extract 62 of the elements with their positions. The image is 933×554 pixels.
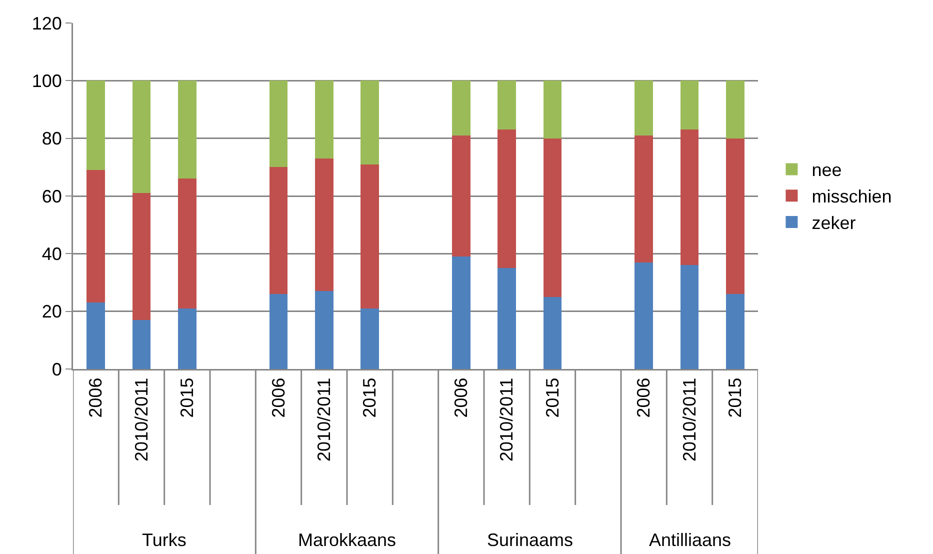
x-tick-label: 2010/2011 (314, 378, 334, 462)
bar (634, 80, 653, 136)
bar (543, 80, 562, 138)
bar (178, 178, 196, 308)
x-tick-label: 2006 (451, 378, 472, 418)
x-tick-label: 2015 (177, 378, 198, 418)
x-tick-label: 2015 (542, 378, 562, 418)
y-tick-label: 80 (42, 128, 62, 149)
bar (543, 296, 562, 369)
bar (132, 193, 151, 320)
bar (726, 138, 744, 294)
bar (543, 138, 562, 297)
bar (86, 170, 105, 303)
bar (452, 256, 470, 369)
text: Marokkaans (298, 530, 396, 550)
bar (269, 294, 288, 369)
bar (452, 80, 470, 136)
text: Turks (142, 530, 186, 550)
x-tick-label: 2010/2011 (131, 378, 152, 462)
text: Antilliaans (649, 530, 732, 550)
bar (86, 302, 105, 369)
bar (178, 308, 196, 369)
y-tick-label: 20 (42, 302, 62, 322)
x-tick-label: 2006 (86, 378, 106, 418)
x-tick-label: 2015 (360, 378, 380, 418)
bar (680, 265, 699, 369)
bar (86, 80, 105, 170)
y-tick-label: 40 (42, 244, 62, 264)
bar (132, 80, 151, 194)
y-tick-label: 60 (42, 186, 62, 206)
bar (634, 135, 653, 262)
bar (680, 80, 699, 130)
bar (498, 130, 516, 268)
bar (498, 268, 516, 369)
y-tick-label: 100 (32, 70, 62, 91)
bar (269, 80, 288, 168)
bar (132, 320, 151, 369)
text: Surinaams (487, 530, 574, 550)
legend-label: nee (812, 160, 842, 180)
bar (315, 158, 334, 292)
bar (680, 130, 699, 266)
x-tick-label: 2010/2011 (496, 378, 517, 462)
x-tick-label: 2010/2011 (679, 378, 700, 462)
x-tick-label: 2006 (268, 378, 288, 418)
legend-label: misschien (812, 186, 892, 207)
x-tick-label: 2015 (725, 378, 746, 418)
bar (452, 135, 470, 257)
bar (178, 80, 196, 179)
bar (360, 164, 379, 308)
y-tick-label: 0 (52, 359, 62, 380)
bar (269, 167, 288, 294)
bar (726, 294, 744, 369)
bar (315, 291, 334, 369)
bar (360, 80, 379, 164)
legend-label: zeker (812, 213, 856, 234)
bar (498, 80, 516, 130)
bar (360, 308, 379, 369)
bar (634, 262, 653, 369)
x-tick-label: 2006 (634, 378, 654, 418)
bar (315, 80, 334, 159)
y-tick-label: 120 (32, 13, 62, 34)
bar (726, 80, 744, 138)
